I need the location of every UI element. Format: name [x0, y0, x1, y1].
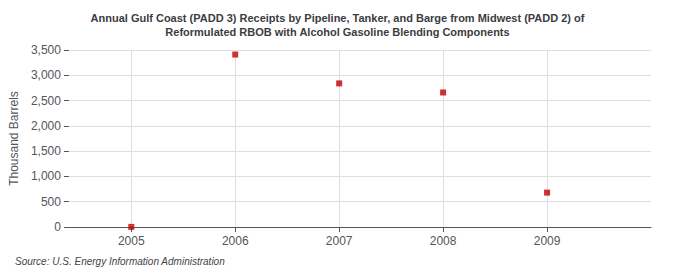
- svg-text:2006: 2006: [222, 234, 249, 248]
- svg-text:2007: 2007: [326, 234, 353, 248]
- svg-text:3,000: 3,000: [31, 68, 61, 82]
- svg-text:3,500: 3,500: [31, 43, 61, 57]
- svg-text:2008: 2008: [430, 234, 457, 248]
- svg-text:1,500: 1,500: [31, 144, 61, 158]
- svg-text:0: 0: [54, 220, 61, 234]
- svg-text:2009: 2009: [534, 234, 561, 248]
- svg-text:2005: 2005: [118, 234, 145, 248]
- svg-text:Reformulated RBOB with Alcohol: Reformulated RBOB with Alcohol Gasoline …: [165, 26, 509, 38]
- svg-text:2,000: 2,000: [31, 119, 61, 133]
- svg-text:2,500: 2,500: [31, 94, 61, 108]
- svg-text:500: 500: [41, 195, 61, 209]
- svg-text:Source: U.S. Energy Informatio: Source: U.S. Energy Information Administ…: [15, 256, 225, 267]
- svg-text:1,000: 1,000: [31, 169, 61, 183]
- svg-text:Thousand Barrels: Thousand Barrels: [7, 91, 21, 186]
- svg-text:Annual Gulf Coast (PADD 3) Rec: Annual Gulf Coast (PADD 3) Receipts by P…: [91, 12, 585, 24]
